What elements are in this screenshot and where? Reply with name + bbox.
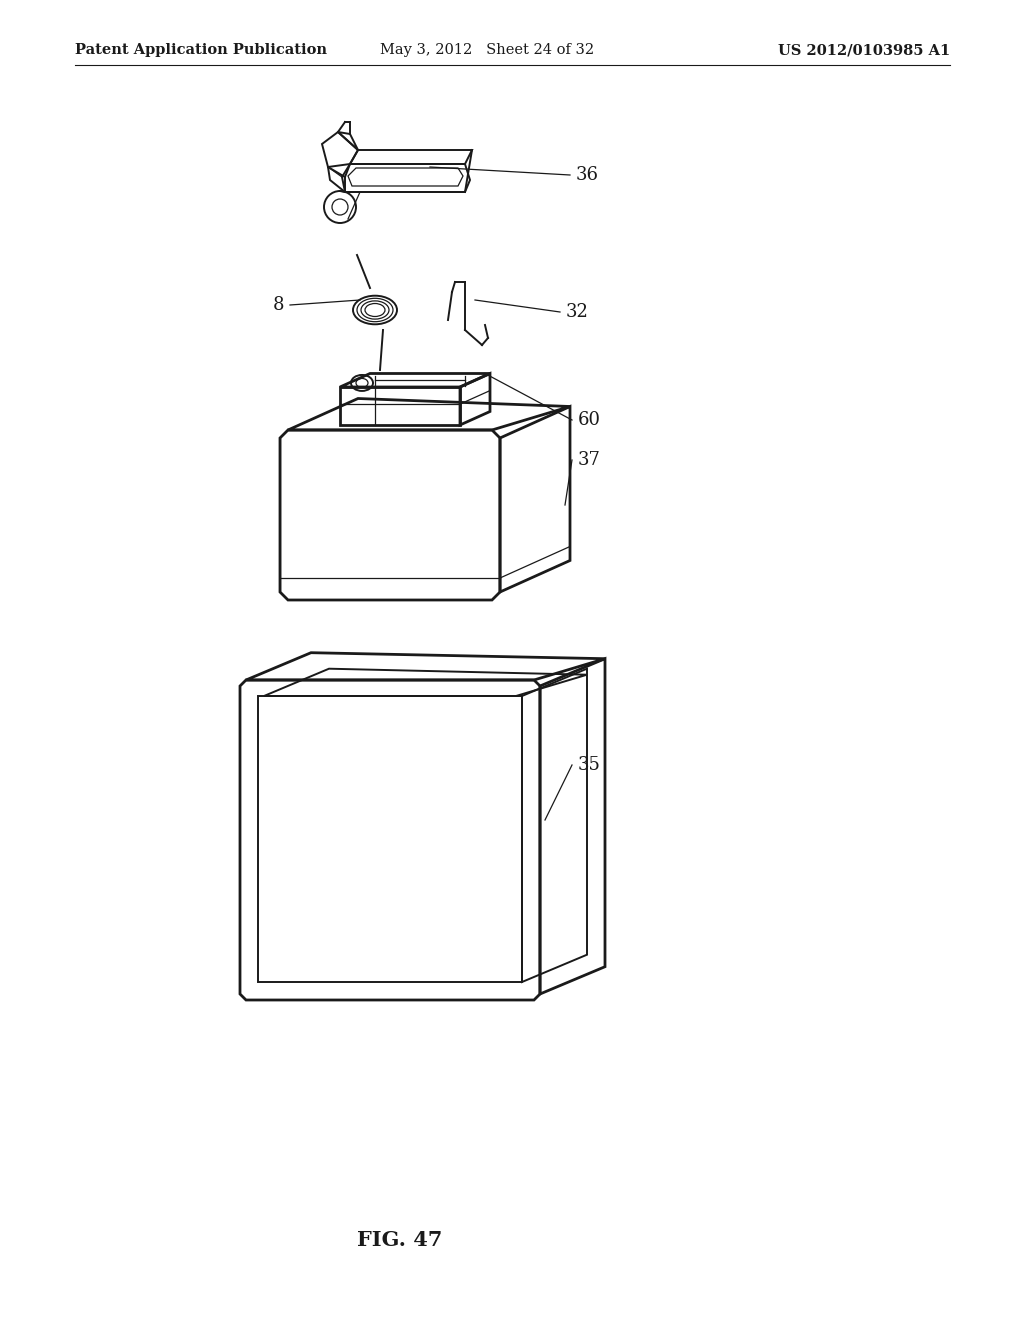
- Text: Patent Application Publication: Patent Application Publication: [75, 44, 327, 57]
- Text: FIG. 47: FIG. 47: [357, 1230, 442, 1250]
- Text: 32: 32: [566, 304, 589, 321]
- Text: 35: 35: [578, 756, 601, 774]
- Text: 60: 60: [578, 411, 601, 429]
- Text: 37: 37: [578, 451, 601, 469]
- Text: May 3, 2012   Sheet 24 of 32: May 3, 2012 Sheet 24 of 32: [380, 44, 594, 57]
- Text: US 2012/0103985 A1: US 2012/0103985 A1: [778, 44, 950, 57]
- Text: 36: 36: [575, 166, 599, 183]
- Text: 8: 8: [272, 296, 284, 314]
